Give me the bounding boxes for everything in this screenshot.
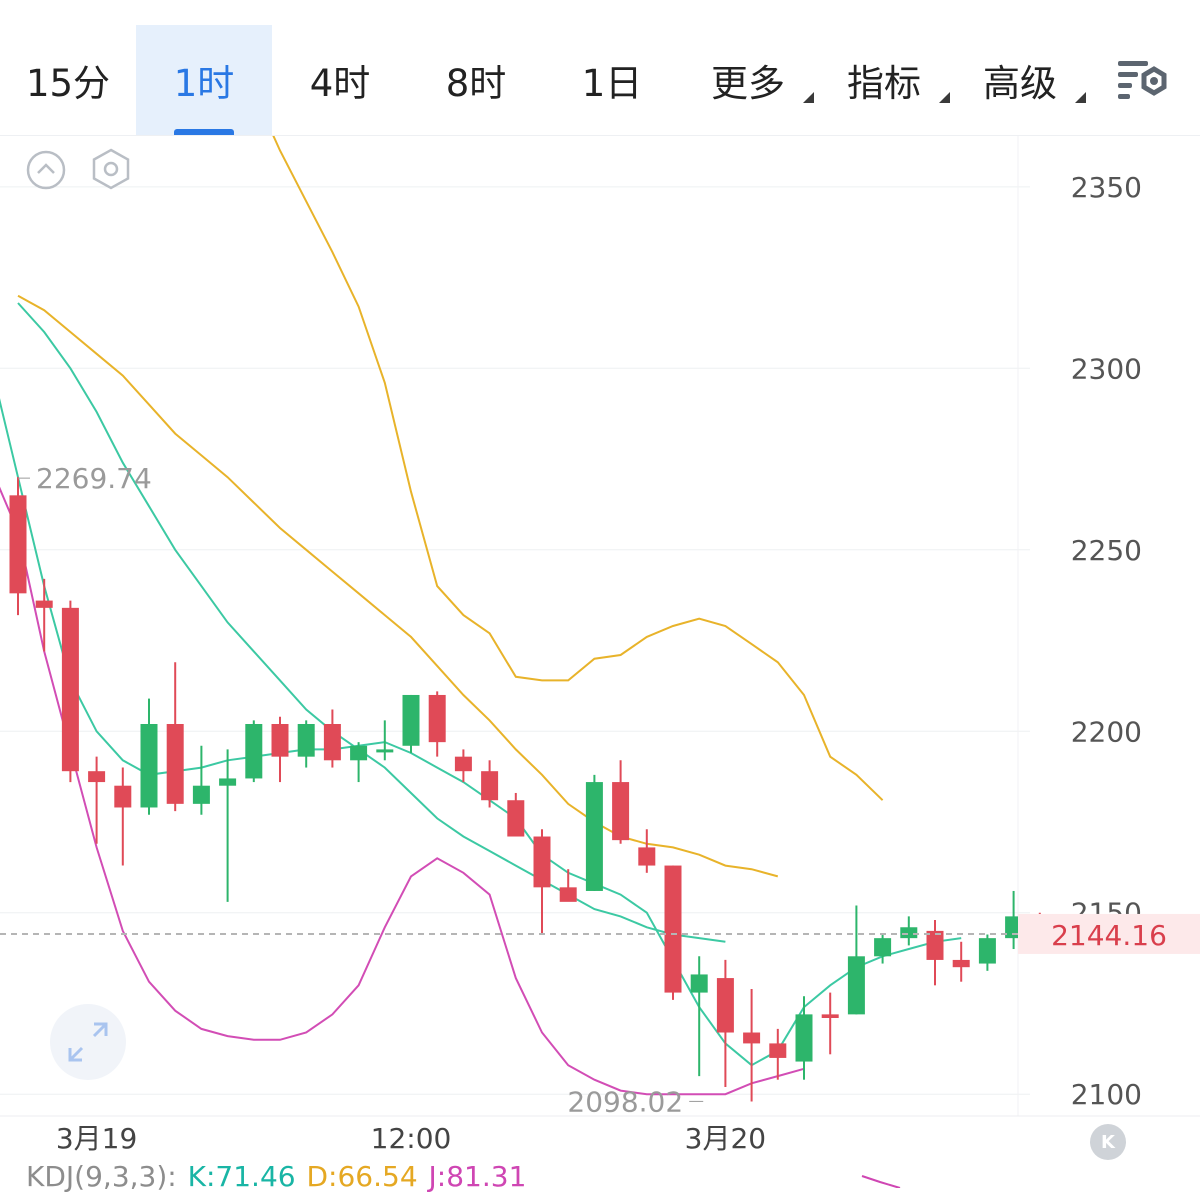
candle-body (219, 778, 237, 786)
candle-body (612, 782, 630, 841)
tab-label: 4时 (309, 62, 371, 105)
kdj-d-value: D:66.54 (306, 1160, 418, 1193)
chevron-up-circle-icon (26, 150, 66, 190)
boll-upper-line (272, 136, 884, 801)
tab-label: 15分 (25, 62, 111, 105)
candle-body (507, 800, 525, 837)
expand-arrows-icon (68, 1022, 108, 1062)
kline-chart-area[interactable]: 2350 2300 2250 2200 2150 2100 3月19 12:00 3月20 214… (0, 136, 1200, 1193)
candle-body (559, 887, 577, 902)
chart-settings-icon (1118, 61, 1167, 99)
candle-body (821, 1014, 839, 1018)
tab-label: 1日 (581, 62, 643, 105)
reset-view-icon: K (1101, 1131, 1115, 1153)
candle-body (192, 785, 210, 804)
tab-3[interactable]: 4时 (272, 25, 408, 135)
tab-label: 指标 (847, 62, 921, 105)
tab-8[interactable]: 高级 (952, 25, 1088, 135)
candle-body (690, 974, 708, 993)
hexagon-gear-icon (92, 148, 130, 190)
candle-body (454, 756, 472, 772)
fullscreen-button[interactable] (50, 1004, 126, 1080)
candle-body (428, 694, 446, 743)
candle-body (978, 938, 996, 964)
y-axis-label: 2350 (1071, 171, 1142, 204)
current-price-tag (1018, 913, 1200, 954)
candle-body (900, 927, 918, 939)
candle-body (35, 600, 53, 608)
candle-body (716, 978, 734, 1033)
tab-label: 8时 (445, 62, 507, 105)
max-price-label: 2269.74 (36, 462, 152, 495)
candle-body (952, 959, 970, 968)
candle-body (166, 724, 184, 804)
dropdown-triangle-icon (1075, 92, 1086, 103)
y-axis-label: 2300 (1071, 352, 1142, 385)
boll-middle-line (17, 294, 779, 878)
candle-body (664, 865, 682, 993)
ma-fast-line (17, 302, 726, 943)
candle-body (847, 956, 865, 1015)
period-toolbar: 15分 1时 4时 8时 1日 更多 指标 高级 (0, 0, 1200, 136)
tab-5[interactable]: 1日 (544, 25, 680, 135)
tab-label: 1时 (173, 62, 235, 105)
tab-1[interactable]: 15分 (0, 25, 136, 135)
candle-body (638, 847, 656, 866)
tab-4[interactable]: 8时 (408, 25, 544, 135)
tab-label: 高级 (983, 62, 1057, 105)
candle-body (61, 607, 79, 772)
candle-body (402, 694, 420, 746)
active-tab-indicator (174, 129, 234, 135)
kdj-j-line-fragment (861, 1175, 901, 1188)
x-axis-label: 3月19 (56, 1122, 137, 1155)
min-price-label: 2098.02 (567, 1085, 683, 1118)
tab-label: 更多 (711, 62, 785, 105)
kdj-k-value: K:71.46 (187, 1160, 296, 1193)
chart-config-button[interactable] (1112, 55, 1172, 105)
candle-body (481, 771, 499, 801)
candle-body (271, 724, 289, 757)
candle-body (88, 771, 106, 783)
candle-body (323, 724, 341, 761)
kdj-j-value: J:81.31 (428, 1160, 527, 1193)
collapse-button[interactable] (24, 148, 68, 192)
tab-6[interactable]: 更多 (680, 25, 816, 135)
x-axis-label: 12:00 (371, 1122, 452, 1155)
reset-view-button[interactable]: K (1090, 1124, 1126, 1160)
candle-body (795, 1014, 813, 1062)
candle-body (874, 938, 892, 957)
candle-body (9, 495, 27, 594)
candle-body (297, 724, 315, 757)
y-axis-label: 2250 (1071, 534, 1142, 567)
candle-body (1005, 916, 1023, 939)
chart-style-button[interactable] (88, 146, 134, 192)
candle-body (533, 836, 551, 888)
candle-body (585, 782, 603, 891)
candle-body (376, 749, 394, 753)
candle-body (350, 745, 368, 761)
current-price-label: 2144.16 (1051, 919, 1167, 952)
candle-body (114, 785, 132, 808)
y-axis-label: 2100 (1071, 1078, 1142, 1111)
y-axis-label: 2200 (1071, 715, 1142, 748)
tab-7[interactable]: 指标 (816, 25, 952, 135)
kdj-name: KDJ(9,3,3): (26, 1160, 177, 1193)
candle-body (245, 724, 263, 779)
tab-2[interactable]: 1时 (136, 25, 272, 135)
boll-lower-line (0, 486, 805, 1096)
candle-body (769, 1043, 787, 1058)
kdj-legend: KDJ(9,3,3): K:71.46 D:66.54 J:81.31 (26, 1160, 528, 1193)
candle-body (743, 1032, 761, 1044)
dropdown-triangle-icon (939, 92, 950, 103)
candle-body (140, 724, 158, 808)
candle-body (926, 930, 944, 960)
dropdown-triangle-icon (803, 92, 814, 103)
x-axis-label: 3月20 (685, 1122, 766, 1155)
